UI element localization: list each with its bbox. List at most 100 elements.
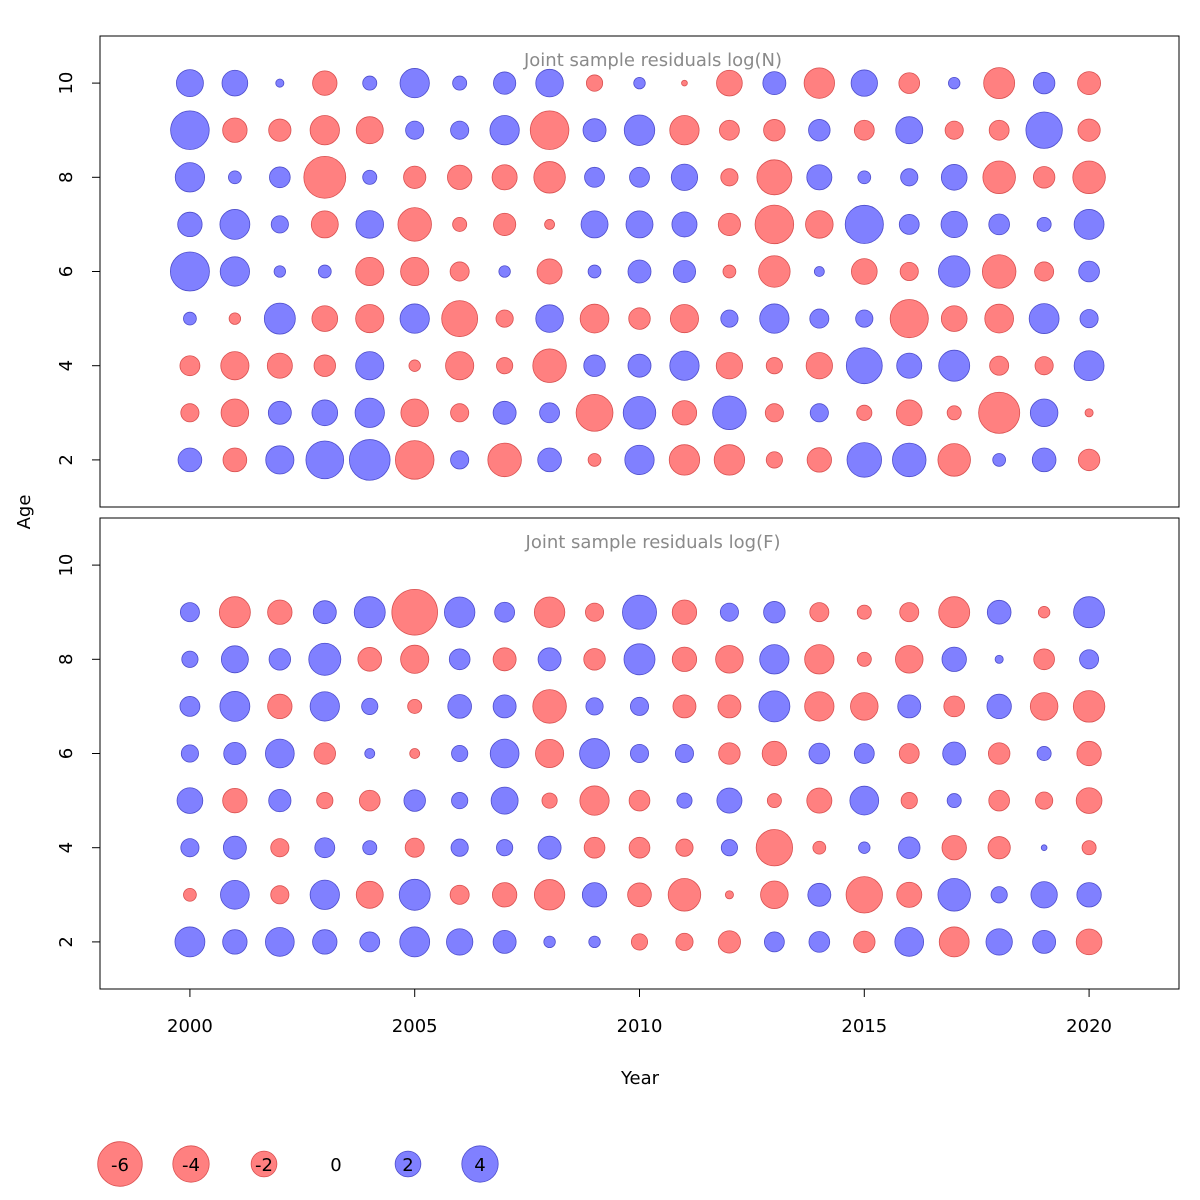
bubble xyxy=(898,836,921,859)
bubble xyxy=(984,303,1014,334)
y-tick-label: 4 xyxy=(56,842,77,853)
bubble xyxy=(724,890,734,900)
bubble xyxy=(317,264,332,279)
bubble xyxy=(583,836,606,859)
bubble xyxy=(355,210,384,239)
bubble xyxy=(355,116,384,145)
bubble xyxy=(856,404,873,421)
x-tick-label: 2020 xyxy=(1066,1016,1112,1037)
bubble xyxy=(174,162,205,193)
bubble xyxy=(492,400,517,425)
bubble xyxy=(222,929,248,955)
bubble xyxy=(717,930,741,954)
bubble xyxy=(228,312,242,325)
bubble xyxy=(588,935,601,949)
bubble xyxy=(537,647,562,672)
bubble xyxy=(1073,209,1105,240)
bubble xyxy=(353,596,386,629)
bubble xyxy=(579,785,610,816)
bubble xyxy=(362,840,378,856)
bubble xyxy=(623,114,656,146)
bubble xyxy=(266,352,293,379)
bubble xyxy=(943,695,965,718)
bubble xyxy=(451,792,469,810)
bubble xyxy=(889,299,929,339)
bubble xyxy=(622,396,657,430)
bubble xyxy=(303,155,347,199)
bubble xyxy=(894,927,925,957)
bubble xyxy=(1035,791,1054,810)
bubble xyxy=(675,932,694,951)
bubble xyxy=(362,169,378,185)
bubble xyxy=(756,159,793,196)
bubble xyxy=(857,170,872,185)
bubble xyxy=(450,450,470,470)
bubble xyxy=(844,204,884,244)
bubble xyxy=(450,838,469,857)
bubble xyxy=(845,876,883,914)
bubble xyxy=(1081,840,1097,856)
bubble xyxy=(361,697,379,715)
bubble xyxy=(806,787,833,814)
panel-top-title: Joint sample residuals log(N) xyxy=(523,50,782,71)
y-tick-label: 2 xyxy=(56,936,77,947)
bubble xyxy=(988,119,1010,141)
bubble xyxy=(940,305,968,332)
bubble xyxy=(669,350,700,381)
bubble xyxy=(715,645,744,674)
bubble xyxy=(535,304,564,333)
bubble xyxy=(543,935,556,949)
bubble xyxy=(942,741,967,766)
bubble xyxy=(761,740,787,767)
bubble xyxy=(681,79,688,87)
bubble xyxy=(308,642,342,676)
bubble xyxy=(803,67,835,99)
bubble xyxy=(1076,740,1102,767)
bubble xyxy=(853,743,875,764)
bubble xyxy=(532,348,567,383)
bubble xyxy=(533,161,566,194)
bubble xyxy=(309,115,340,146)
bubble xyxy=(267,599,293,625)
legend-label: -2 xyxy=(255,1155,273,1176)
bubble xyxy=(492,694,517,719)
bubble xyxy=(263,302,296,335)
bubble xyxy=(671,400,698,426)
bubble xyxy=(309,691,340,722)
bubble xyxy=(313,354,336,377)
bubble xyxy=(1075,787,1103,814)
bubble xyxy=(169,251,210,292)
top-y-axis: 2 4 6 8 10 xyxy=(56,72,101,466)
legend-bubble xyxy=(250,1150,278,1178)
bubble xyxy=(447,694,472,719)
bubble xyxy=(629,166,650,188)
bubble xyxy=(399,303,430,334)
bubble xyxy=(754,204,795,245)
bubble xyxy=(900,792,918,810)
bubble xyxy=(845,347,883,385)
bubble xyxy=(179,355,201,377)
bubble xyxy=(449,261,470,282)
bubble xyxy=(804,644,835,675)
bubble xyxy=(539,402,560,424)
bubble xyxy=(400,398,429,428)
bubble xyxy=(853,930,876,954)
bubble xyxy=(398,878,431,911)
bubble xyxy=(994,654,1004,664)
bubble xyxy=(812,840,827,855)
bubble xyxy=(1077,118,1101,142)
bubble xyxy=(268,789,292,813)
bubble xyxy=(179,696,201,717)
bubble xyxy=(219,256,250,287)
bubble xyxy=(183,311,197,326)
bubble xyxy=(720,839,738,857)
bubble xyxy=(896,352,923,379)
bubble xyxy=(405,120,425,140)
bubble xyxy=(220,880,250,910)
bubble xyxy=(713,444,746,476)
bubble xyxy=(895,645,924,674)
bubble xyxy=(1084,408,1094,418)
bubble xyxy=(492,929,517,954)
bubble xyxy=(766,793,782,809)
bubble xyxy=(498,265,511,278)
